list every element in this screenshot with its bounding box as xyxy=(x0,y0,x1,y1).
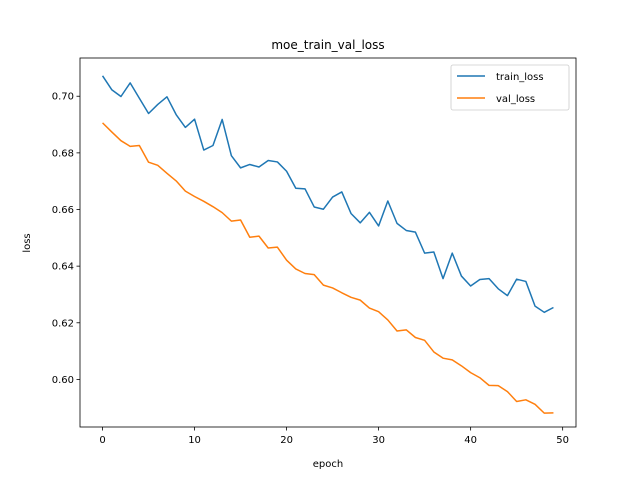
axes-frame xyxy=(79,57,577,428)
y-axis-label: loss xyxy=(22,233,33,252)
y-tick-label: 0.68 xyxy=(52,148,74,159)
x-axis-label: epoch xyxy=(313,459,343,470)
x-tick-label: 20 xyxy=(280,435,293,446)
y-axis: 0.60 0.62 0.64 0.66 0.68 0.70 xyxy=(52,92,80,386)
x-tick-label: 10 xyxy=(188,435,201,446)
chart-title: moe_train_val_loss xyxy=(271,38,384,52)
series-line-train_loss xyxy=(101,75,554,314)
x-axis: 0 10 20 30 40 50 xyxy=(99,427,569,446)
y-tick-label: 0.62 xyxy=(52,318,74,329)
legend: train_loss val_loss xyxy=(450,64,570,111)
legend-label-train_loss: train_loss xyxy=(496,72,544,83)
x-tick-label: 40 xyxy=(464,435,477,446)
x-tick-label: 50 xyxy=(556,435,569,446)
x-tick-label: 0 xyxy=(99,435,105,446)
series-line-val_loss xyxy=(102,122,554,414)
y-tick-label: 0.60 xyxy=(52,375,74,386)
y-tick-label: 0.70 xyxy=(52,92,74,103)
y-tick-label: 0.66 xyxy=(52,205,74,216)
y-tick-label: 0.64 xyxy=(52,262,74,273)
legend-label-val_loss: val_loss xyxy=(496,94,535,105)
plot-area xyxy=(101,75,554,414)
x-tick-label: 30 xyxy=(372,435,385,446)
